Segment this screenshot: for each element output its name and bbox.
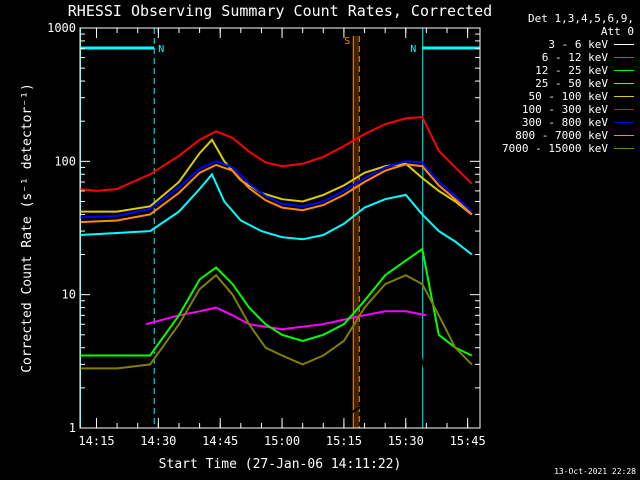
legend-swatch (614, 109, 634, 110)
series-line-6 (79, 160, 473, 219)
x-tick-label-5: 15:30 (388, 434, 424, 448)
legend-entry-label: 3 - 6 keV (548, 38, 608, 51)
x-tick-label-1: 14:30 (140, 434, 176, 448)
legend-header-line-1: Det 1,3,4,5,6,9, (528, 12, 634, 25)
legend: Det 1,3,4,5,6,9, Att 0 3 - 6 keV 6 - 12 k… (474, 12, 634, 155)
saa-band (353, 36, 360, 428)
y-tick-label-3: 1000 (47, 21, 76, 35)
night-label-0: N (158, 44, 164, 55)
y-tick-label-1: 10 (62, 288, 76, 302)
series-line-8 (80, 273, 473, 370)
night-label-1: N (410, 44, 416, 55)
legend-swatch (614, 135, 634, 136)
legend-swatch (614, 70, 634, 71)
axes: 1 10 100 1000 14:15 14:30 14:45 15:00 15:15 15:30… (47, 21, 486, 448)
legend-entry: 300 - 800 keV (474, 116, 634, 129)
legend-entry-label: 12 - 25 keV (535, 64, 608, 77)
legend-swatch (614, 83, 634, 84)
legend-swatch (614, 122, 634, 123)
timestamp-footer: 13-Oct-2021 22:28 (554, 467, 636, 476)
series-line-7 (79, 163, 473, 224)
legend-entry-label: 7000 - 15000 keV (502, 142, 608, 155)
legend-swatch (614, 148, 634, 149)
x-axis-label: Start Time (27-Jan-06 14:11:22) (159, 457, 402, 472)
legend-entry-label: 50 - 100 keV (528, 90, 608, 103)
x-tick-label-4: 15:15 (326, 434, 362, 448)
x-tick-label-6: 15:45 (450, 434, 486, 448)
y-tick-label-0: 1 (69, 421, 76, 435)
x-tick-label-3: 15:00 (264, 434, 300, 448)
series-line-4 (80, 138, 473, 216)
series-lines (79, 115, 473, 419)
plot-frame (79, 27, 481, 429)
series-line-1 (145, 306, 427, 331)
legend-entry: 100 - 300 keV (474, 103, 634, 116)
legend-entry-label: 800 - 7000 keV (515, 129, 608, 142)
legend-entry-label: 25 - 50 keV (535, 77, 608, 90)
legend-entry-label: 100 - 300 keV (521, 103, 608, 116)
y-tick-label-2: 100 (54, 154, 76, 168)
x-tick-label-0: 14:15 (78, 434, 114, 448)
saa-label: S (344, 36, 350, 47)
series-line-0 (80, 333, 432, 419)
series-line-5 (79, 115, 473, 192)
legend-entry: 6 - 12 keV (474, 51, 634, 64)
plot-annotations: N NS (80, 28, 481, 428)
legend-entry: 12 - 25 keV (474, 64, 634, 77)
legend-header-line-2: Att 0 (600, 25, 634, 38)
y-axis-label: Corrected Count Rate (s⁻¹ detector⁻¹) (20, 83, 35, 373)
legend-swatch (614, 44, 634, 45)
x-tick-label-2: 14:45 (202, 434, 238, 448)
legend-entry: 7000 - 15000 keV (474, 142, 634, 155)
legend-entry: 25 - 50 keV (474, 77, 634, 90)
chart-title: RHESSI Observing Summary Count Rates, Co… (68, 2, 492, 20)
legend-entry-label: 6 - 12 keV (541, 51, 608, 64)
series-line-2 (80, 247, 473, 357)
legend-entry: 800 - 7000 keV (474, 129, 634, 142)
legend-swatch (614, 96, 634, 97)
series-line-3 (79, 172, 473, 256)
legend-swatch (614, 57, 634, 58)
legend-entry-label: 300 - 800 keV (521, 116, 608, 129)
legend-entry: 3 - 6 keV (474, 38, 634, 51)
legend-entry: 50 - 100 keV (474, 90, 634, 103)
